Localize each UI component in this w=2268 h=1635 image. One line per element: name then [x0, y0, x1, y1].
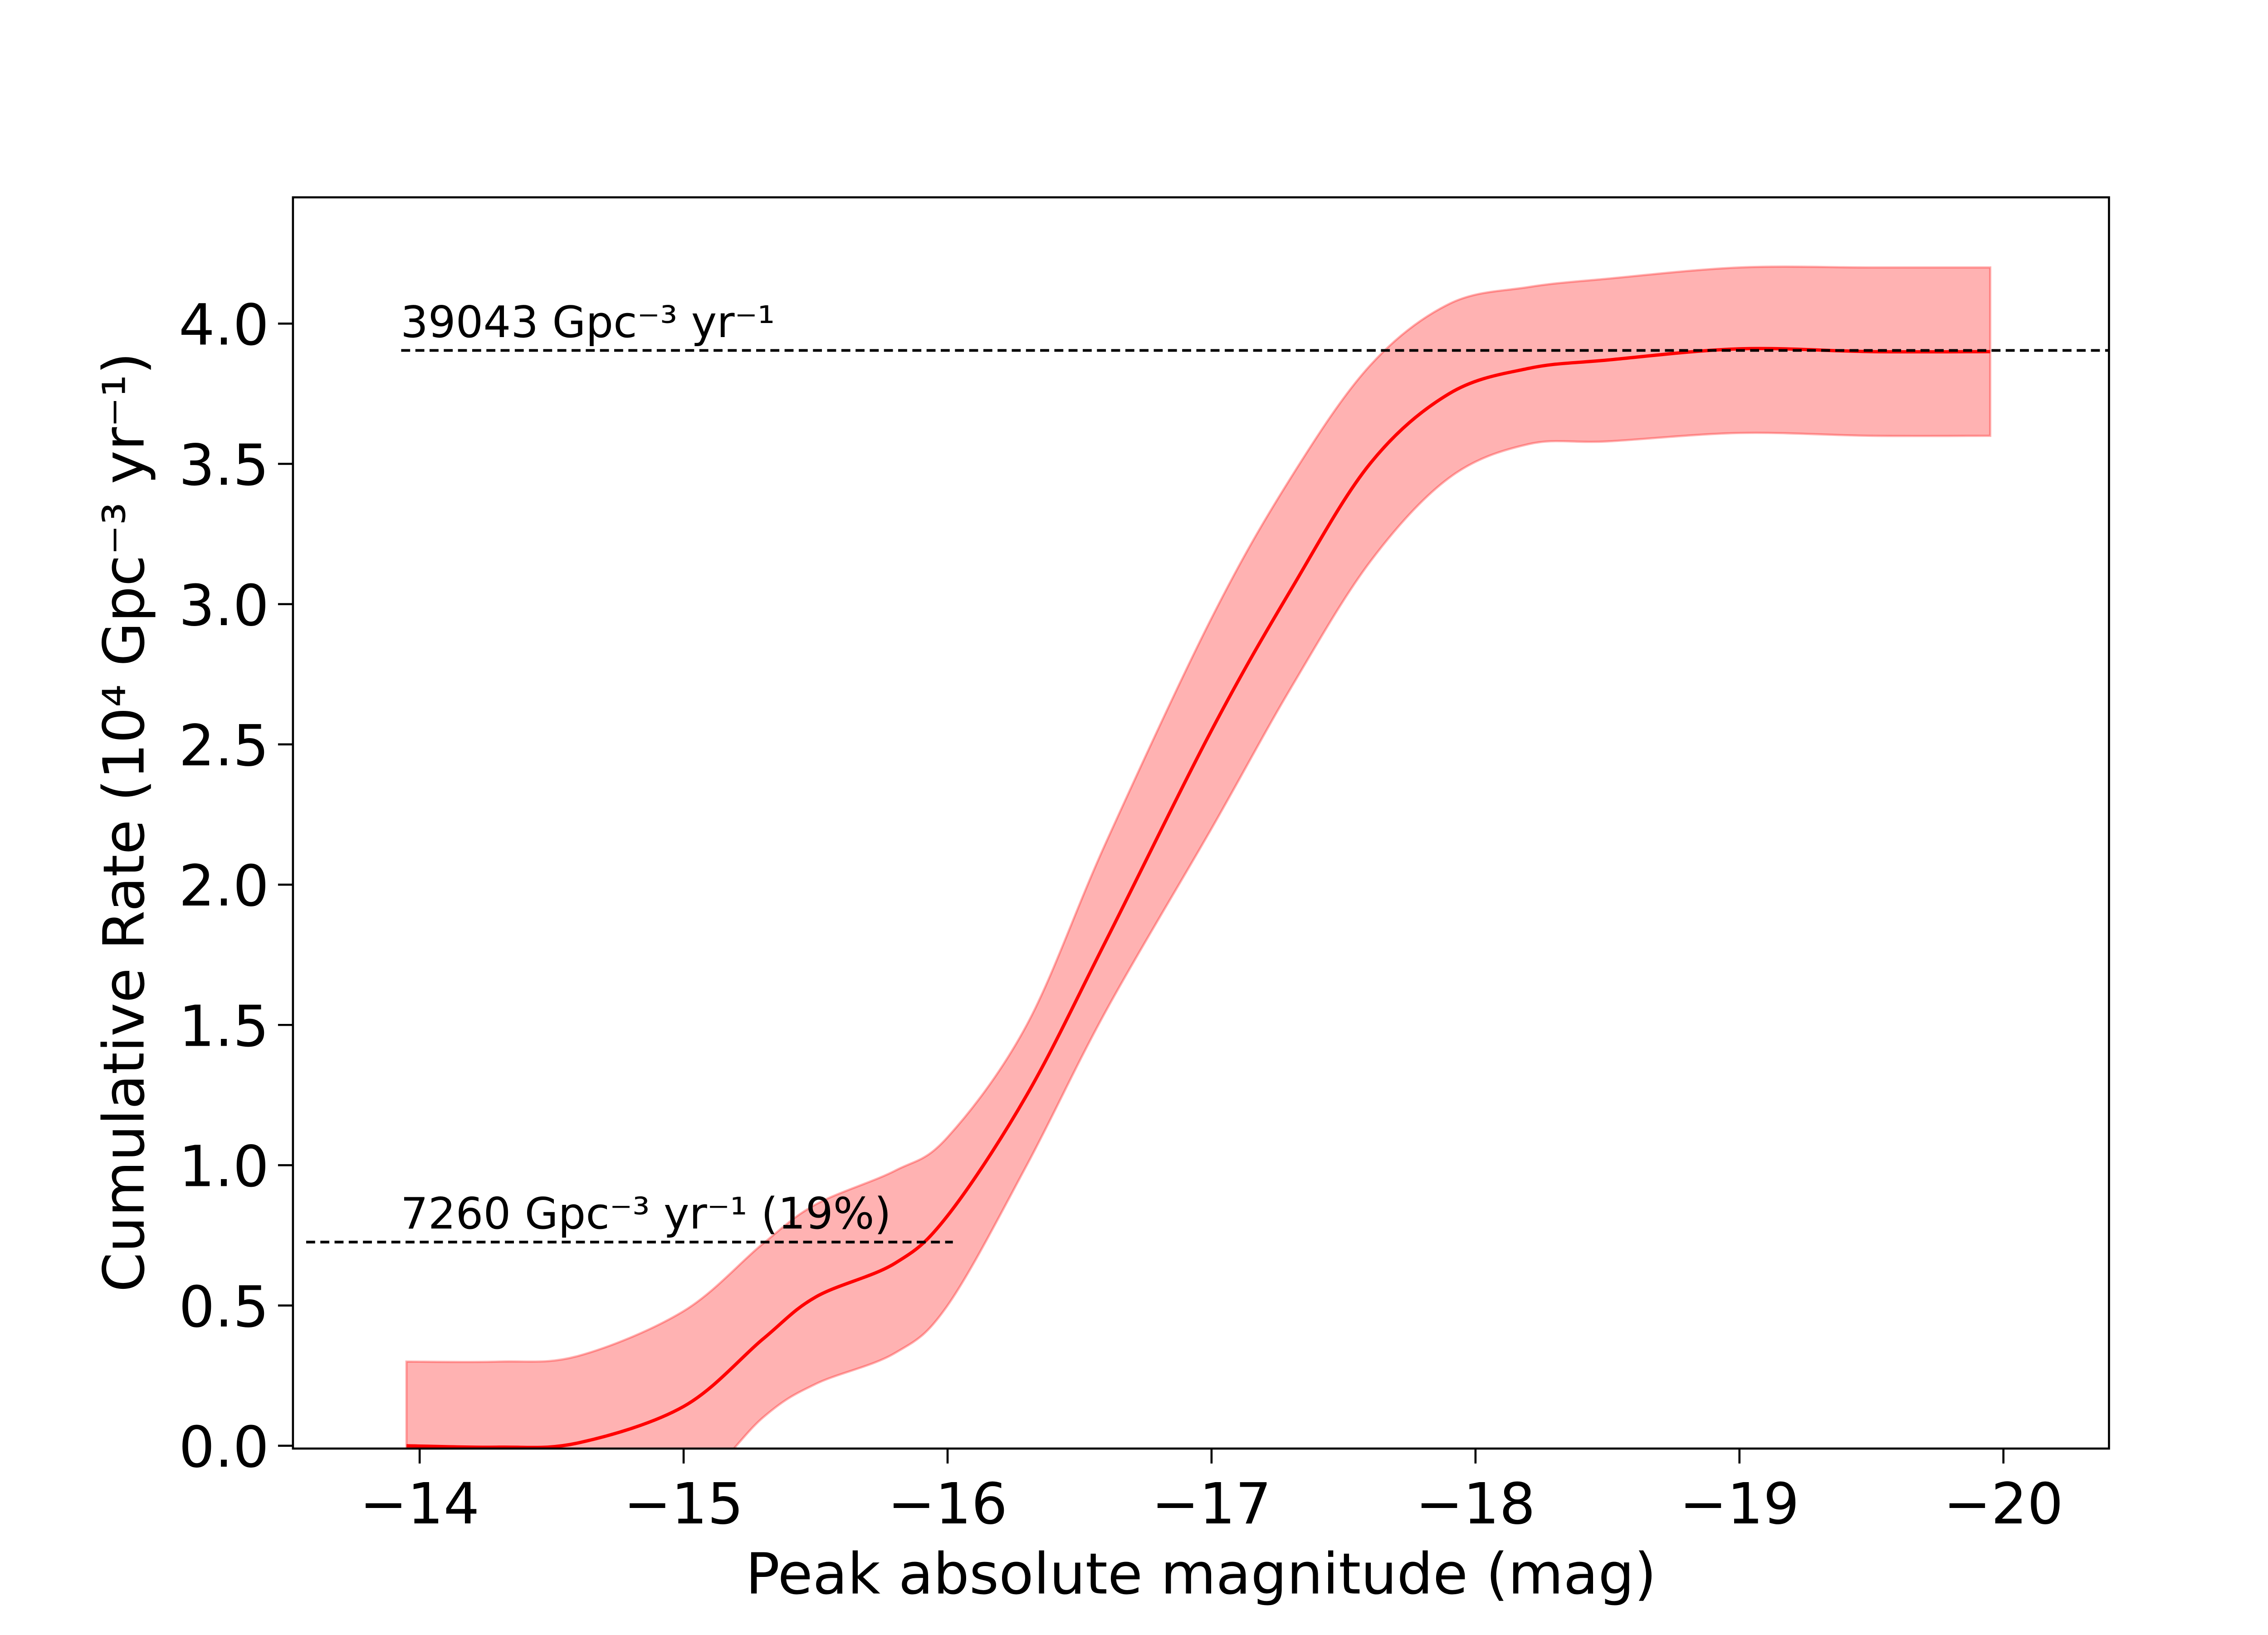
y-tick-label: 3.0: [179, 573, 269, 639]
y-axis-label: Cumulative Rate (10⁴ Gpc⁻³ yr⁻¹): [91, 352, 157, 1292]
y-tick-label: 2.0: [179, 853, 269, 919]
y-tick-label: 3.5: [179, 432, 269, 499]
annotation: 7260 Gpc⁻³ yr⁻¹ (19%): [401, 1188, 891, 1239]
x-tick-label: −18: [1416, 1471, 1535, 1537]
x-tick-label: −20: [1944, 1471, 2063, 1537]
x-tick-label: −16: [888, 1471, 1007, 1537]
confidence-band: [405, 265, 1992, 1449]
x-axis-label: Peak absolute magnitude (mag): [746, 1541, 1657, 1607]
y-tick-label: 1.5: [179, 993, 269, 1059]
axes-frame: [292, 196, 2110, 1450]
x-tick-label: −19: [1680, 1471, 1799, 1537]
line: [406, 347, 1990, 1449]
y-tick-label: 0.5: [179, 1274, 269, 1340]
annotation: 39043 Gpc⁻³ yr⁻¹: [401, 297, 775, 348]
x-tick-label: −14: [360, 1471, 479, 1537]
y-tick-label: 2.5: [179, 713, 269, 779]
x-tick-label: −17: [1152, 1471, 1271, 1537]
y-tick-label: 4.0: [179, 292, 269, 358]
plot-area: [306, 265, 2109, 1449]
y-tick-label: 0.0: [179, 1414, 269, 1480]
x-tick-label: −15: [624, 1471, 743, 1537]
y-tick-label: 1.0: [179, 1134, 269, 1200]
